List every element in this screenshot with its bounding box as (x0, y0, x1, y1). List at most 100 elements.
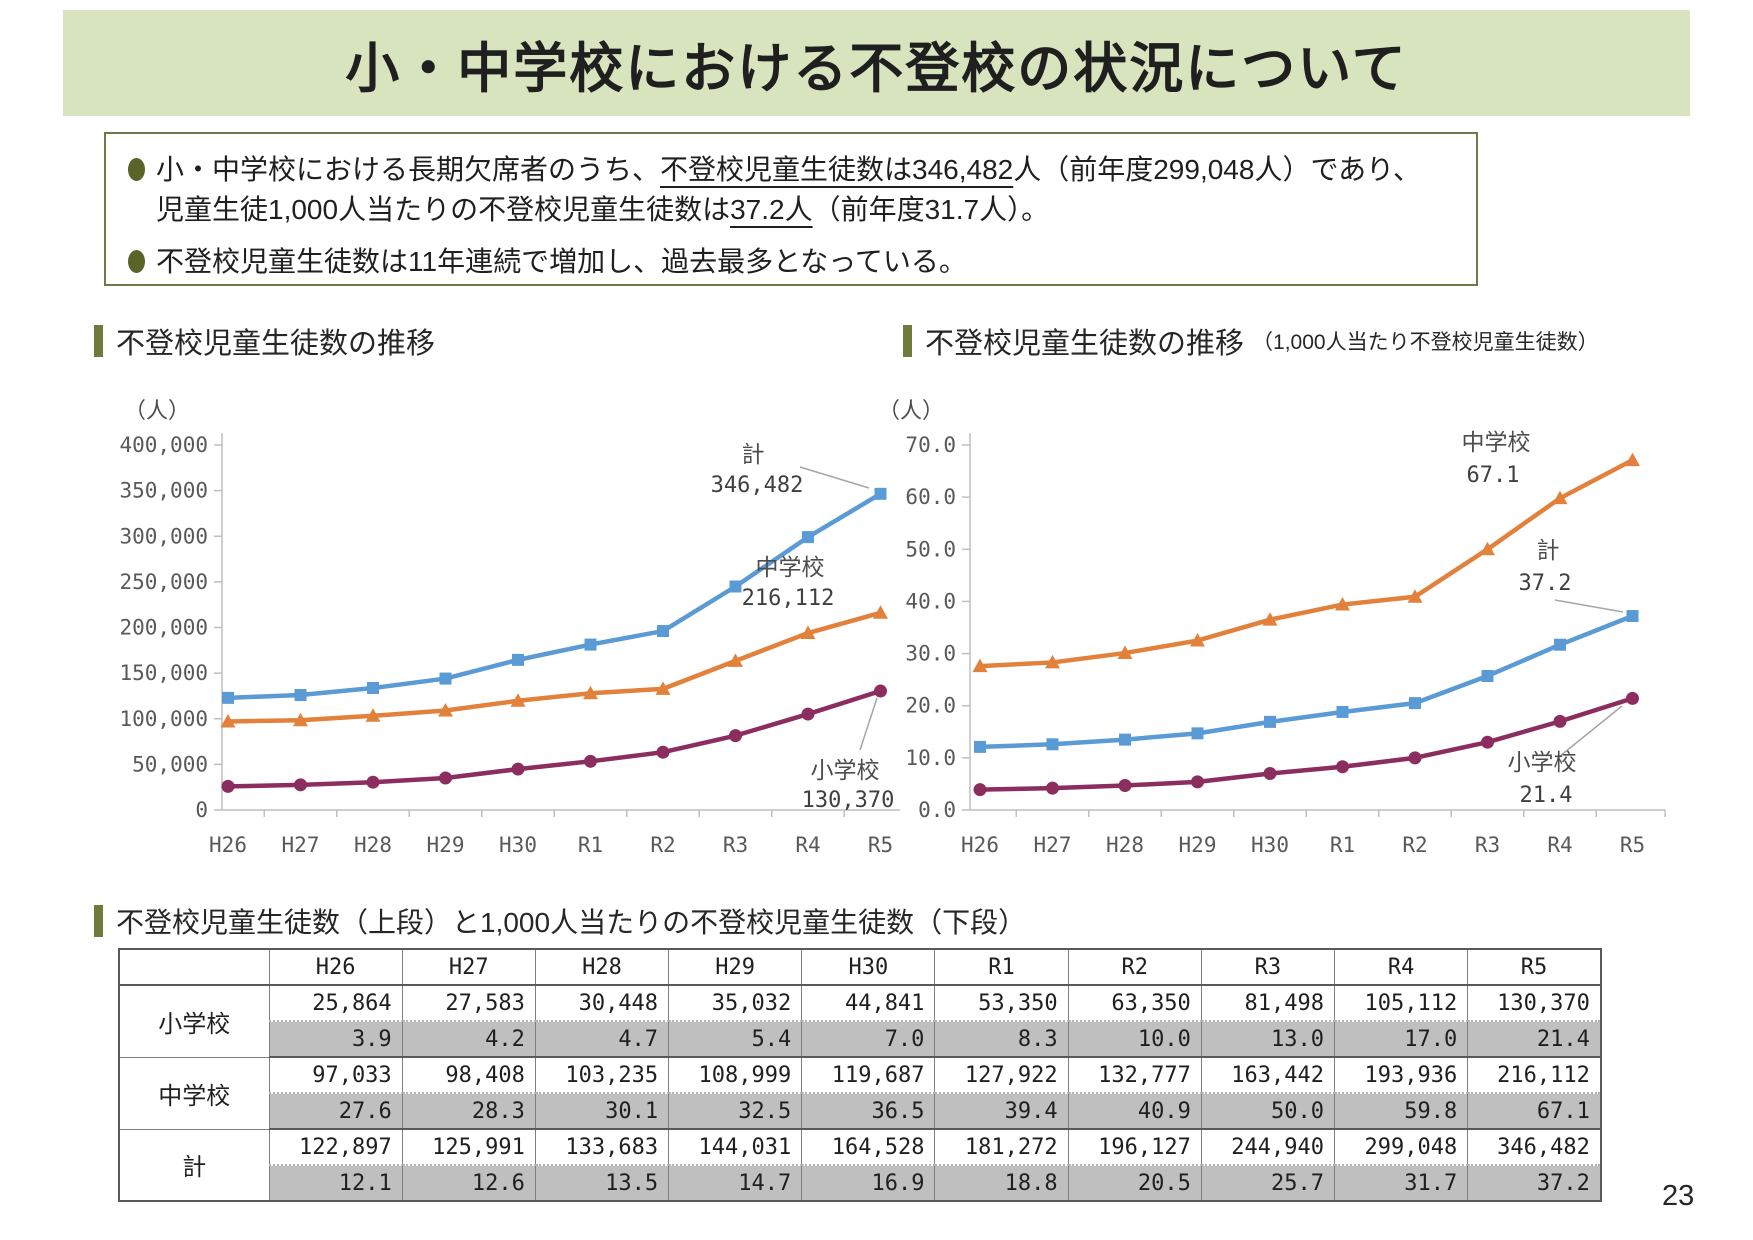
svg-text:H27: H27 (1034, 833, 1072, 857)
table-cell-rate: 27.6 (268, 1092, 403, 1130)
table-cell-rate: 59.8 (1333, 1092, 1469, 1130)
table-year-header: R2 (1067, 948, 1202, 986)
table-cell-rate: 12.1 (268, 1164, 403, 1202)
svg-text:R5: R5 (868, 833, 893, 857)
section-bar-icon (94, 905, 103, 937)
table-cell-rate: 18.8 (934, 1164, 1069, 1202)
svg-text:250,000: 250,000 (119, 570, 208, 594)
table-row-label: 計 (118, 1128, 270, 1202)
line-chart: 0.0 10.0 20.0 30.0 40.0 50.0 60.0 70.0 H26 H27 H28… (878, 398, 1666, 857)
svg-text:350,000: 350,000 (119, 479, 208, 503)
table-cell-count: 25,864 (268, 984, 403, 1022)
table-row-rates: 27.6 28.3 30.1 32.5 36.5 39.4 40.9 50.0 59.8 67.1 (119, 1092, 1602, 1130)
svg-text:40.0: 40.0 (905, 589, 956, 613)
svg-text:計: 計 (1537, 537, 1560, 563)
table-cell-count: 122,897 (268, 1128, 403, 1166)
table-cell-rate: 67.1 (1467, 1092, 1602, 1130)
table-row-counts: 計 122,897 125,991 133,683 144,031 164,528 181,… (118, 1128, 1602, 1202)
svg-text:R4: R4 (795, 833, 820, 857)
svg-text:150,000: 150,000 (119, 661, 208, 685)
table-header-row: H26 H27 H28 H29 H30 R1 R2 R3 R4 R5 (118, 948, 1602, 986)
page-title: 小・中学校における不登校の状況について (345, 38, 1408, 99)
svg-text:中学校: 中学校 (1462, 429, 1531, 455)
title-banner: 小・中学校における不登校の状況について (63, 10, 1690, 116)
svg-text:67.1: 67.1 (1467, 463, 1520, 488)
table-row-counts: 小学校 25,864 27,583 30,448 35,032 44,841 53,350 6… (118, 984, 1602, 1058)
section-title-table: 不登校児童生徒数（上段）と1,000人当たりの不登校児童生徒数（下段） (94, 901, 1026, 941)
section-bar-icon (903, 325, 912, 357)
bullet-icon (128, 250, 145, 273)
table-cell-rate: 28.3 (401, 1092, 536, 1130)
table-cell-rate: 40.9 (1067, 1092, 1202, 1130)
table-year-header: R3 (1200, 948, 1336, 986)
table-cell-rate: 25.7 (1200, 1164, 1336, 1202)
table-cell-count: 130,370 (1467, 984, 1602, 1022)
table-title: 不登校児童生徒数（上段）と1,000人当たりの不登校児童生徒数（下段） (116, 907, 1027, 938)
svg-text:21.4: 21.4 (1520, 783, 1573, 808)
table-cell-rate: 13.0 (1200, 1020, 1336, 1058)
section-title-right-chart: 不登校児童生徒数の推移 （1,000人当たり不登校児童生徒数） (903, 320, 1599, 362)
svg-text:R3: R3 (1475, 833, 1500, 857)
right-chart-title: 不登校児童生徒数の推移 (925, 328, 1245, 360)
table-row-counts: 中学校 97,033 98,408 103,235 108,999 119,687 127,… (118, 1056, 1602, 1130)
table-cell-count: 103,235 (534, 1056, 670, 1094)
table-cell-count: 105,112 (1333, 984, 1469, 1022)
table-cell-rate: 5.4 (668, 1020, 803, 1058)
svg-text:200,000: 200,000 (119, 616, 208, 640)
table-year-header: H29 (668, 948, 803, 986)
table-cell-rate: 14.7 (668, 1164, 803, 1202)
svg-text:346,482: 346,482 (711, 473, 804, 498)
table-cell-rate: 7.0 (801, 1020, 936, 1058)
line-chart: 0 50,000 100,000 150,000 200,000 250,000 300,0… (119, 398, 900, 857)
svg-text:0: 0 (195, 798, 208, 822)
svg-text:H28: H28 (1106, 833, 1144, 857)
table-cell-count: 30,448 (534, 984, 670, 1022)
table-cell-count: 63,350 (1067, 984, 1202, 1022)
svg-text:10.0: 10.0 (905, 746, 956, 770)
table-cell-rate: 20.5 (1067, 1164, 1202, 1202)
table-cell-count: 53,350 (934, 984, 1069, 1022)
table-cell-rate: 21.4 (1467, 1020, 1602, 1058)
svg-text:100,000: 100,000 (119, 707, 208, 731)
table-cell-count: 163,442 (1200, 1056, 1336, 1094)
table-cell-count: 196,127 (1067, 1128, 1202, 1166)
table-cell-count: 244,940 (1200, 1128, 1336, 1166)
svg-text:中学校: 中学校 (756, 554, 825, 580)
table-cell-count: 133,683 (534, 1128, 670, 1166)
table-cell-count: 216,112 (1467, 1056, 1602, 1094)
table-cell-count: 127,922 (934, 1056, 1069, 1094)
table-cell-count: 97,033 (268, 1056, 403, 1094)
table-year-header: R1 (934, 948, 1069, 986)
svg-text:H26: H26 (961, 833, 999, 857)
table-year-header: R5 (1467, 948, 1602, 986)
table-corner-cell (118, 948, 270, 986)
table-cell-rate: 32.5 (668, 1092, 803, 1130)
svg-text:H30: H30 (499, 833, 537, 857)
left-chart-title: 不登校児童生徒数の推移 (116, 328, 436, 360)
page-number: 23 (1662, 1180, 1695, 1212)
svg-text:計: 計 (742, 441, 765, 467)
svg-text:R1: R1 (578, 833, 603, 857)
svg-text:50.0: 50.0 (905, 537, 956, 561)
svg-text:R3: R3 (723, 833, 748, 857)
table-cell-rate: 10.0 (1067, 1020, 1202, 1058)
table-cell-rate: 50.0 (1200, 1092, 1336, 1130)
svg-text:（人）: （人） (124, 398, 190, 423)
table-cell-count: 144,031 (668, 1128, 803, 1166)
svg-text:H28: H28 (354, 833, 392, 857)
bullet-text: 小・中学校における長期欠席者のうち、不登校児童生徒数は346,482人（前年度2… (156, 154, 1422, 225)
table-cell-count: 44,841 (801, 984, 936, 1022)
svg-text:50,000: 50,000 (132, 752, 208, 776)
svg-text:70.0: 70.0 (905, 433, 956, 457)
table-cell-rate: 16.9 (801, 1164, 936, 1202)
svg-text:30.0: 30.0 (905, 642, 956, 666)
table-cell-rate: 36.5 (801, 1092, 936, 1130)
table-cell-rate: 12.6 (401, 1164, 536, 1202)
table-cell-count: 27,583 (401, 984, 536, 1022)
absentee-count-trend-chart: 0 50,000 100,000 150,000 200,000 250,000 300,0… (100, 390, 900, 870)
svg-text:R5: R5 (1620, 833, 1645, 857)
table-year-header: H28 (534, 948, 670, 986)
svg-text:H29: H29 (427, 833, 465, 857)
bullet-text: 不登校児童生徒数は11年連続で増加し、過去最多となっている。 (156, 246, 967, 277)
table-year-header: R4 (1333, 948, 1469, 986)
